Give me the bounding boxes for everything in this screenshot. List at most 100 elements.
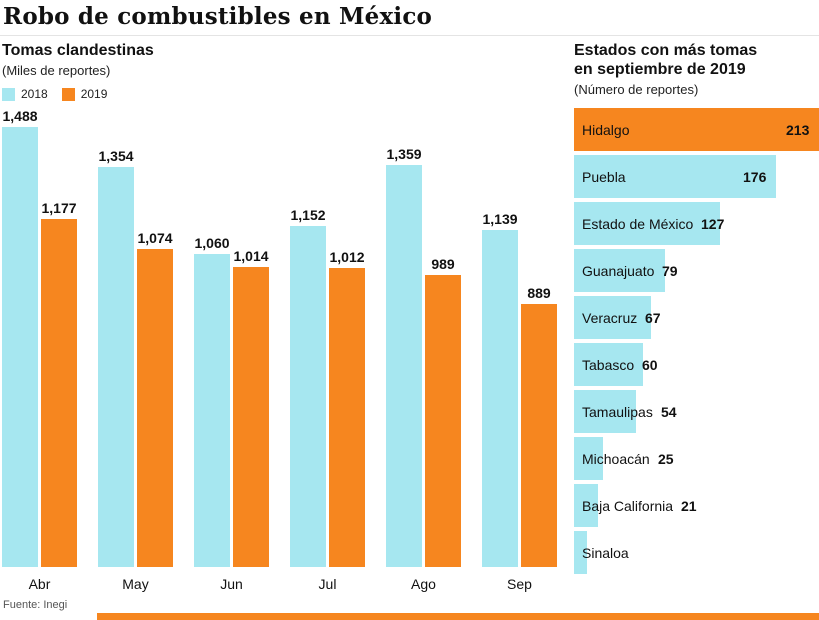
x-axis-label-abr: Abr <box>28 576 51 593</box>
bar-value-label-2019-ago: 989 <box>431 256 455 273</box>
legend-swatch-2018 <box>2 87 15 101</box>
bar-2018-jun: 1,060 <box>194 235 230 568</box>
bar-2018-may: 1,354 <box>98 148 134 568</box>
state-value-tabasco: 60 <box>642 356 658 373</box>
state-value-tamaulipas: 54 <box>661 403 677 420</box>
left-chart-title: Tomas clandestinas <box>2 42 154 59</box>
state-label-veracruz: Veracruz <box>582 309 638 326</box>
legend-swatch-2019 <box>61 87 75 101</box>
bar-value-label-2018-jul: 1,152 <box>290 207 326 224</box>
state-label-tamaulipas: Tamaulipas <box>582 403 653 420</box>
state-value-estado-de-mexico: 127 <box>701 215 725 232</box>
state-row-michoacan: Michoacán 25 <box>574 436 819 481</box>
state-bar-baja-california <box>574 484 599 528</box>
bar-pair-abr: 1,488 1,177 <box>2 108 77 568</box>
x-axis-label-ago: Ago <box>411 576 436 593</box>
state-label-sinaloa: Sinaloa <box>582 544 629 561</box>
state-bar-estado-de-mexico <box>574 202 721 246</box>
state-bar-michoacan <box>574 437 603 481</box>
bar-pair-sep: 1,139 889 <box>482 211 557 568</box>
state-bar-sinaloa <box>574 531 587 575</box>
legend: 2018 2019 <box>2 87 562 101</box>
monthly-chart: Tomas clandestinas (Miles de reportes) 2… <box>2 36 562 592</box>
state-value-hidalgo: 213 <box>786 121 810 138</box>
bar-2019-may: 1,074 <box>137 230 173 568</box>
bar-pair-jun: 1,060 1,014 <box>194 235 269 568</box>
state-label-guanajuato: Guanajuato <box>582 262 655 279</box>
state-bar-hidalgo <box>574 108 819 152</box>
bar-2018-sep: 1,139 <box>482 211 518 568</box>
bar-value-label-2019-jun: 1,014 <box>233 248 269 265</box>
state-value-guanajuato: 79 <box>662 262 678 279</box>
bar-group-sep: 1,139 889 Sep <box>482 211 557 593</box>
x-axis-label-jul: Jul <box>318 576 337 593</box>
bar-value-label-2019-may: 1,074 <box>137 230 173 247</box>
state-value-veracruz: 67 <box>645 309 661 326</box>
bar-group-jun: 1,060 1,014 Jun <box>194 235 269 593</box>
state-value-baja-california: 21 <box>681 497 697 514</box>
bar-2019-abr: 1,177 <box>41 200 77 568</box>
x-axis-label-sep: Sep <box>507 576 532 593</box>
bar-2018-abr: 1,488 <box>2 108 38 568</box>
state-row-veracruz: Veracruz 67 <box>574 295 819 340</box>
page-title: Robo de combustibles en México <box>3 3 433 30</box>
bar-2019-ago: 989 <box>425 256 461 568</box>
bar-2019-sep: 889 <box>521 285 557 568</box>
state-label-michoacan: Michoacán <box>582 450 650 467</box>
bar-group-jul: 1,152 1,012 Jul <box>290 207 365 593</box>
bar-group-ago: 1,359 989 Ago <box>386 146 461 593</box>
legend-label-2018: 2018 <box>21 87 48 102</box>
state-bar-tamaulipas <box>574 390 637 434</box>
bar-2019-jun: 1,014 <box>233 248 269 568</box>
states-chart: Estados con más tomas en septiembre de 2… <box>574 36 819 592</box>
state-row-sinaloa: Sinaloa <box>574 530 819 575</box>
bar-2018-jul: 1,152 <box>290 207 326 568</box>
bar-pair-jul: 1,152 1,012 <box>290 207 365 568</box>
bar-value-label-2018-sep: 1,139 <box>482 211 518 228</box>
state-row-baja-california: Baja California 21 <box>574 483 819 528</box>
bar-pair-ago: 1,359 989 <box>386 146 461 568</box>
bar-value-label-2019-sep: 889 <box>527 285 551 302</box>
states-bar-plot: Hidalgo 213 Puebla 176 Estado de México 127 Gu… <box>574 107 819 575</box>
bar-value-label-2019-abr: 1,177 <box>41 200 77 217</box>
bar-value-label-2018-ago: 1,359 <box>386 146 422 163</box>
x-axis-label-may: May <box>122 576 149 593</box>
bar-2018-ago: 1,359 <box>386 146 422 568</box>
x-axis-label-jun: Jun <box>220 576 243 593</box>
state-bar-guanajuato <box>574 249 665 293</box>
legend-label-2019: 2019 <box>80 87 108 102</box>
state-label-baja-california: Baja California <box>582 497 674 514</box>
bar-value-label-2018-abr: 1,488 <box>2 108 38 125</box>
bar-pair-may: 1,354 1,074 <box>98 148 173 568</box>
bar-value-label-2018-may: 1,354 <box>98 148 134 165</box>
state-bar-veracruz <box>574 296 652 340</box>
state-label-hidalgo: Hidalgo <box>582 121 630 138</box>
state-value-michoacan: 25 <box>658 450 674 467</box>
bar-value-label-2019-jul: 1,012 <box>329 249 365 266</box>
state-bar-puebla <box>574 155 777 199</box>
state-label-puebla: Puebla <box>582 168 626 185</box>
state-row-estado-de-mexico: Estado de México 127 <box>574 201 819 246</box>
right-chart-subtitle: (Número de reportes) <box>574 82 699 98</box>
state-bar-tabasco <box>574 343 643 387</box>
state-row-tamaulipas: Tamaulipas 54 <box>574 389 819 434</box>
left-chart-subtitle: (Miles de reportes) <box>2 63 111 79</box>
charts-content: Tomas clandestinas (Miles de reportes) 2… <box>0 36 819 592</box>
bar-group-abr: 1,488 1,177 Abr <box>2 108 77 593</box>
bar-group-may: 1,354 1,074 May <box>98 148 173 593</box>
monthly-bar-plot: 1,488 1,177 Abr 1,354 1,074 May 1,060 1,014 Jun 1… <box>2 108 562 593</box>
bar-value-label-2018-jun: 1,060 <box>194 235 230 252</box>
state-label-tabasco: Tabasco <box>582 356 635 373</box>
state-row-tabasco: Tabasco 60 <box>574 342 819 387</box>
title-row: Robo de combustibles en México <box>0 0 819 36</box>
state-row-guanajuato: Guanajuato 79 <box>574 248 819 293</box>
bar-2019-jul: 1,012 <box>329 249 365 568</box>
right-chart-title: Estados con más tomas en septiembre de 2… <box>574 42 758 79</box>
state-value-puebla: 176 <box>743 168 767 185</box>
state-row-hidalgo: Hidalgo 213 <box>574 107 819 152</box>
state-label-estado-de-mexico: Estado de México <box>582 215 694 232</box>
bottom-accent-bar <box>97 613 819 620</box>
state-row-puebla: Puebla 176 <box>574 154 819 199</box>
source-note: Fuente: Inegi <box>3 599 68 611</box>
